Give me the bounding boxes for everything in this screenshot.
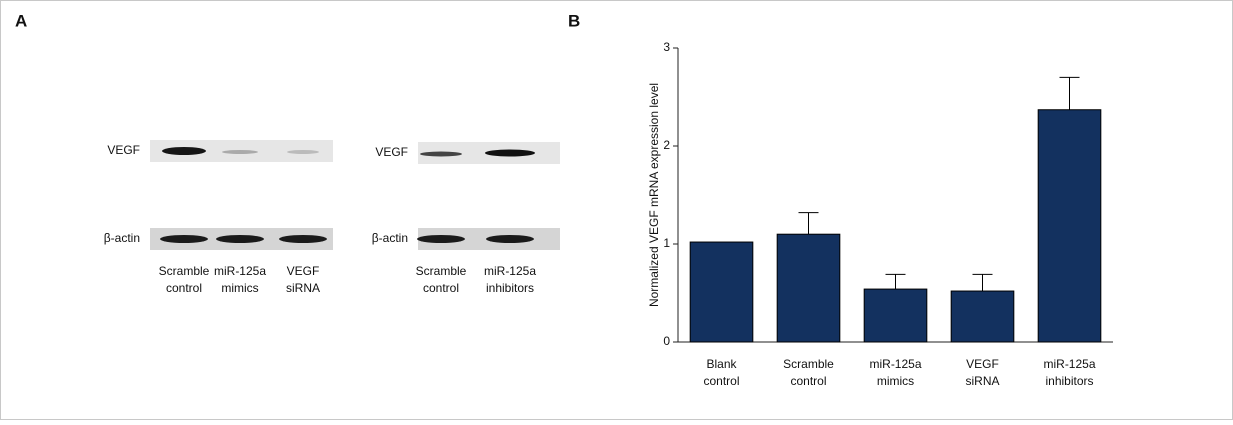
y-tick-label: 3 — [663, 40, 670, 54]
error-bar — [886, 274, 906, 289]
error-bar — [973, 274, 993, 291]
error-bar — [799, 213, 819, 235]
blot-row-label: VEGF — [375, 145, 408, 159]
error-bar — [1060, 77, 1080, 109]
y-tick-label: 0 — [663, 334, 670, 348]
panel-label: A — [15, 11, 27, 30]
blot-row-label: β-actin — [372, 231, 408, 245]
y-tick-label: 2 — [663, 138, 670, 152]
blot-image — [150, 140, 333, 250]
bar — [864, 289, 927, 342]
bar — [951, 291, 1014, 342]
blot-row-label: β-actin — [104, 231, 140, 245]
blot-image — [417, 142, 560, 250]
panel-label: B — [568, 11, 580, 30]
bar — [777, 234, 840, 342]
blot-row-label: VEGF — [107, 143, 140, 157]
figure: A B VEGFβ-actinScramblecontrolmiR-125ami… — [0, 0, 1233, 420]
bar — [1038, 110, 1101, 342]
bar — [690, 242, 753, 342]
y-axis-label: Normalized VEGF mRNA expression level — [647, 83, 661, 307]
y-tick-label: 1 — [663, 236, 670, 250]
